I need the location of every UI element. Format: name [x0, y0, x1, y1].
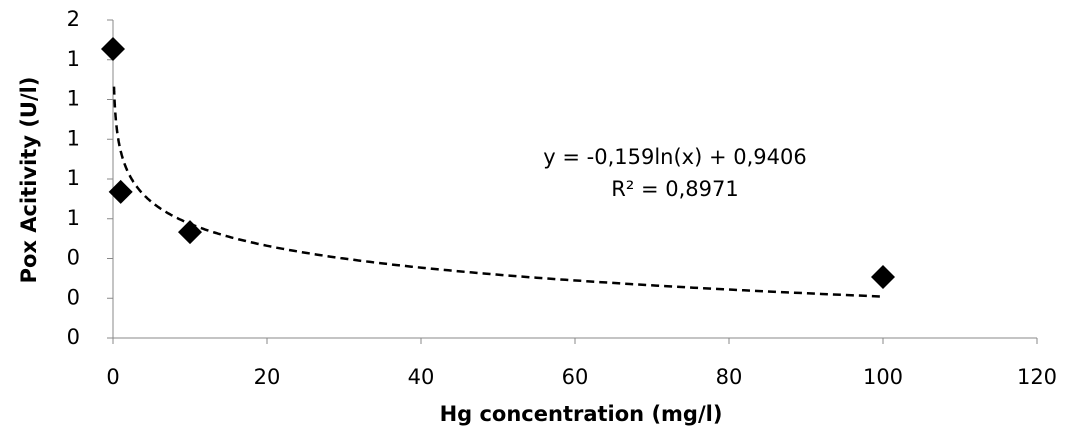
x-tick-label: 100	[863, 365, 903, 389]
y-tick-label: 1	[67, 206, 80, 230]
data-point	[871, 264, 895, 289]
x-axis-title: Hg concentration (mg/l)	[440, 402, 723, 426]
data-point	[108, 179, 133, 204]
y-tick-label: 1	[67, 87, 80, 111]
trendline	[112, 86, 884, 298]
y-axis-title: Pox Acitivity (U/l)	[17, 77, 41, 284]
y-tick-label: 0	[67, 246, 80, 270]
data-point	[178, 220, 202, 245]
trendline-equation: y = -0,159ln(x) + 0,9406	[543, 145, 806, 169]
x-tick-label: 80	[716, 365, 743, 389]
y-tick-label: 1	[67, 47, 80, 71]
data-point	[101, 37, 125, 62]
y-tick-label: 2	[67, 7, 80, 31]
x-tick-label: 40	[408, 365, 435, 389]
x-tick-label: 0	[106, 365, 119, 389]
y-tick-label: 1	[67, 166, 80, 190]
y-tick-label: 1	[67, 126, 80, 150]
y-tick-label: 0	[67, 325, 80, 349]
y-tick-label: 0	[67, 285, 80, 309]
x-tick-label: 20	[254, 365, 281, 389]
x-tick-label: 60	[562, 365, 589, 389]
trendline-r-squared: R² = 0,8971	[611, 177, 738, 201]
x-tick-label: 120	[1017, 365, 1057, 389]
